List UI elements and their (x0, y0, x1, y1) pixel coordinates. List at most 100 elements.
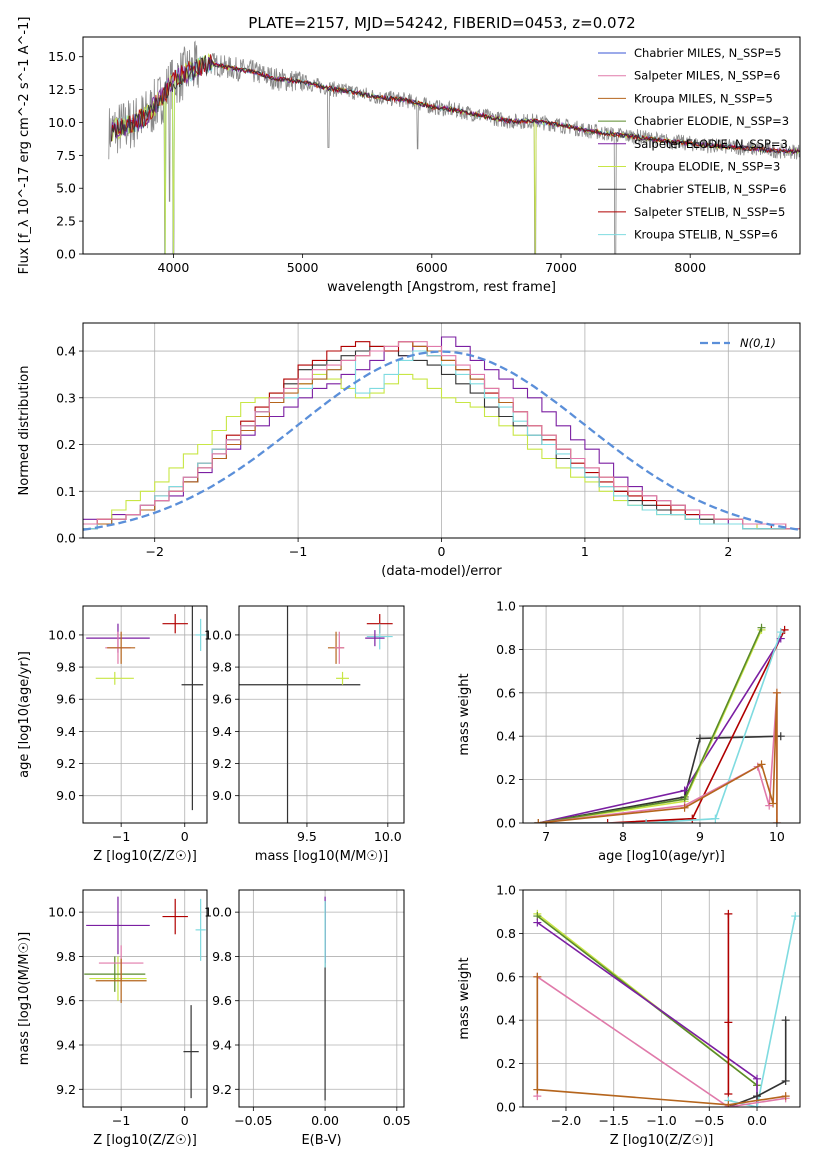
x-tick-label: 0.0 (747, 1113, 767, 1128)
y-tick-label: 9.0 (212, 788, 232, 803)
legend-label: Chabrier STELIB, N_SSP=6 (634, 182, 786, 196)
data-point (603, 819, 612, 823)
y-tick-label: 0.2 (56, 437, 76, 452)
x-tick-label: −2.0 (551, 1113, 581, 1128)
x-axis-label: Z [log10(Z/Z☉)] (93, 849, 197, 864)
y-tick-label: 10.0 (204, 905, 232, 920)
y-tick-label: 0.8 (496, 926, 516, 941)
data-point (753, 1092, 762, 1101)
x-tick-label: 9 (696, 829, 704, 844)
axes-age-vs-metallicity: −1 0 9.0 9.2 9.4 9.6 9.8 10.0 Z [log10(Z/Z☉)] age… (17, 605, 208, 864)
data-point (772, 819, 781, 823)
y-axis-label: mass weight (457, 673, 472, 755)
plot-area-mass-weight-vs-metallicity (533, 909, 800, 1107)
data-point (711, 814, 720, 823)
data-point (533, 1085, 542, 1094)
x-tick-label: 10.0 (374, 829, 402, 844)
y-tick-label: 9.4 (212, 724, 232, 739)
data-point (680, 786, 689, 795)
y-tick-label: 9.2 (212, 756, 232, 771)
x-axis-label: Z [log10(Z/Z☉)] (93, 1133, 197, 1148)
axes-mass-vs-ebv: −0.05 0.00 0.05 9.2 9.4 9.6 9.8 10.0 E(B-V) (204, 889, 411, 1148)
x-tick-label: −1.5 (599, 1113, 629, 1128)
x-tick-label: −1 (289, 544, 307, 559)
y-tick-label: 9.8 (212, 949, 232, 964)
series-line (536, 976, 786, 1106)
x-tick-label: −0.05 (234, 1113, 272, 1128)
figure-title: PLATE=2157, MJD=54242, FIBERID=0453, z=0… (248, 14, 635, 32)
x-tick-label: 4000 (158, 260, 190, 275)
data-point (642, 819, 651, 823)
y-tick-label: 9.8 (56, 949, 76, 964)
data-point (780, 625, 789, 634)
data-point (757, 760, 766, 769)
plot-area-age-vs-mass (239, 606, 393, 823)
x-tick-label: 0.05 (383, 1113, 411, 1128)
y-tick-label: 9.2 (56, 756, 76, 771)
plot-area-age-vs-metallicity (86, 606, 206, 811)
y-tick-label: 9.6 (212, 993, 232, 1008)
data-point (534, 819, 543, 823)
y-tick-label: 15.0 (48, 49, 76, 64)
data-point (753, 1074, 762, 1083)
x-tick-label: −1 (112, 829, 130, 844)
y-tick-label: 0.0 (56, 531, 76, 546)
x-tick-label: 8 (619, 829, 627, 844)
legend-label: Chabrier ELODIE, N_SSP=3 (634, 114, 789, 128)
data-point (724, 1018, 733, 1027)
axes-frame (238, 889, 405, 1108)
y-tick-label: 0.2 (496, 772, 516, 787)
data-point (791, 912, 800, 921)
y-tick-label: 0.4 (56, 344, 76, 359)
axes-frame (82, 322, 801, 539)
axes-mass-weight-vs-metallicity: −2.0 −1.5 −1.0 −0.5 0.0 0.0 0.2 0.4 0.6 0.8 1.0 Z [… (457, 883, 801, 1148)
data-point (724, 1100, 733, 1107)
legend-label: Kroupa MILES, N_SSP=5 (634, 91, 773, 105)
series-line (536, 921, 758, 1107)
legend: N(0,1) (700, 336, 776, 350)
y-tick-label: 12.5 (48, 82, 76, 97)
series-line (538, 629, 763, 823)
y-tick-label: 9.6 (56, 692, 76, 707)
axes-spectrum: 4000 5000 6000 7000 8000 0.0 2.5 5.0 7.5 10.0 12.5… (17, 17, 801, 295)
histogram-salpeter-miles (83, 341, 800, 530)
model-spectrum-kroupa-stelib (110, 55, 800, 254)
y-tick-label: 2.5 (56, 214, 76, 229)
data-point (688, 814, 697, 823)
x-tick-label: 2 (724, 544, 732, 559)
data-point (533, 972, 542, 981)
chart-area: 4000 5000 6000 7000 80000.02.55.07.510.012.5… (17, 17, 801, 1148)
y-tick-label: 9.8 (212, 660, 232, 675)
x-axis-label: (data-model)/error (381, 564, 502, 579)
data-point (680, 803, 689, 812)
y-tick-label: 0.4 (496, 1013, 516, 1028)
y-tick-label: 10.0 (48, 115, 76, 130)
y-tick-label: 9.4 (56, 1038, 76, 1053)
y-tick-label: 0.0 (496, 1100, 516, 1115)
x-tick-label: 0 (181, 829, 189, 844)
axes-frame (82, 36, 801, 255)
x-axis-label: E(B-V) (301, 1133, 341, 1148)
gaussian-curve (83, 350, 800, 531)
x-tick-label: 1 (581, 544, 589, 559)
axes-frame (82, 605, 208, 824)
data-point (765, 801, 774, 810)
legend-label: Kroupa ELODIE, N_SSP=3 (634, 160, 780, 174)
x-tick-label: 9.5 (297, 829, 317, 844)
x-tick-label: 0.00 (311, 1113, 339, 1128)
plot-area-mass-vs-metallicity (84, 896, 206, 1099)
axes-residuals: −2 −1 0 1 2 0.0 0.1 0.2 0.3 0.4 (data-model)/error… (17, 322, 801, 579)
axes-mass-vs-metallicity: −1 0 9.2 9.4 9.6 9.8 10.0 Z [log10(Z/Z☉)] mass [… (17, 889, 208, 1148)
y-tick-label: 0.2 (496, 1056, 516, 1071)
x-tick-label: 10 (769, 829, 785, 844)
data-point (724, 909, 733, 918)
x-axis-label: mass [log10(M/M☉)] (255, 849, 388, 864)
model-spectrum-chabrier-stelib (110, 55, 800, 154)
y-tick-label: 9.4 (56, 724, 76, 739)
y-axis-label: Flux [f_λ 10^-17 erg cm^-2 s^-1 A^-1] (17, 17, 32, 275)
data-point (769, 799, 778, 808)
legend: Chabrier MILES, N_SSP=5 Salpeter MILES, N… (598, 46, 789, 242)
y-tick-label: 9.6 (212, 692, 232, 707)
x-tick-label: 7000 (545, 260, 577, 275)
x-tick-label: 0 (181, 1113, 189, 1128)
